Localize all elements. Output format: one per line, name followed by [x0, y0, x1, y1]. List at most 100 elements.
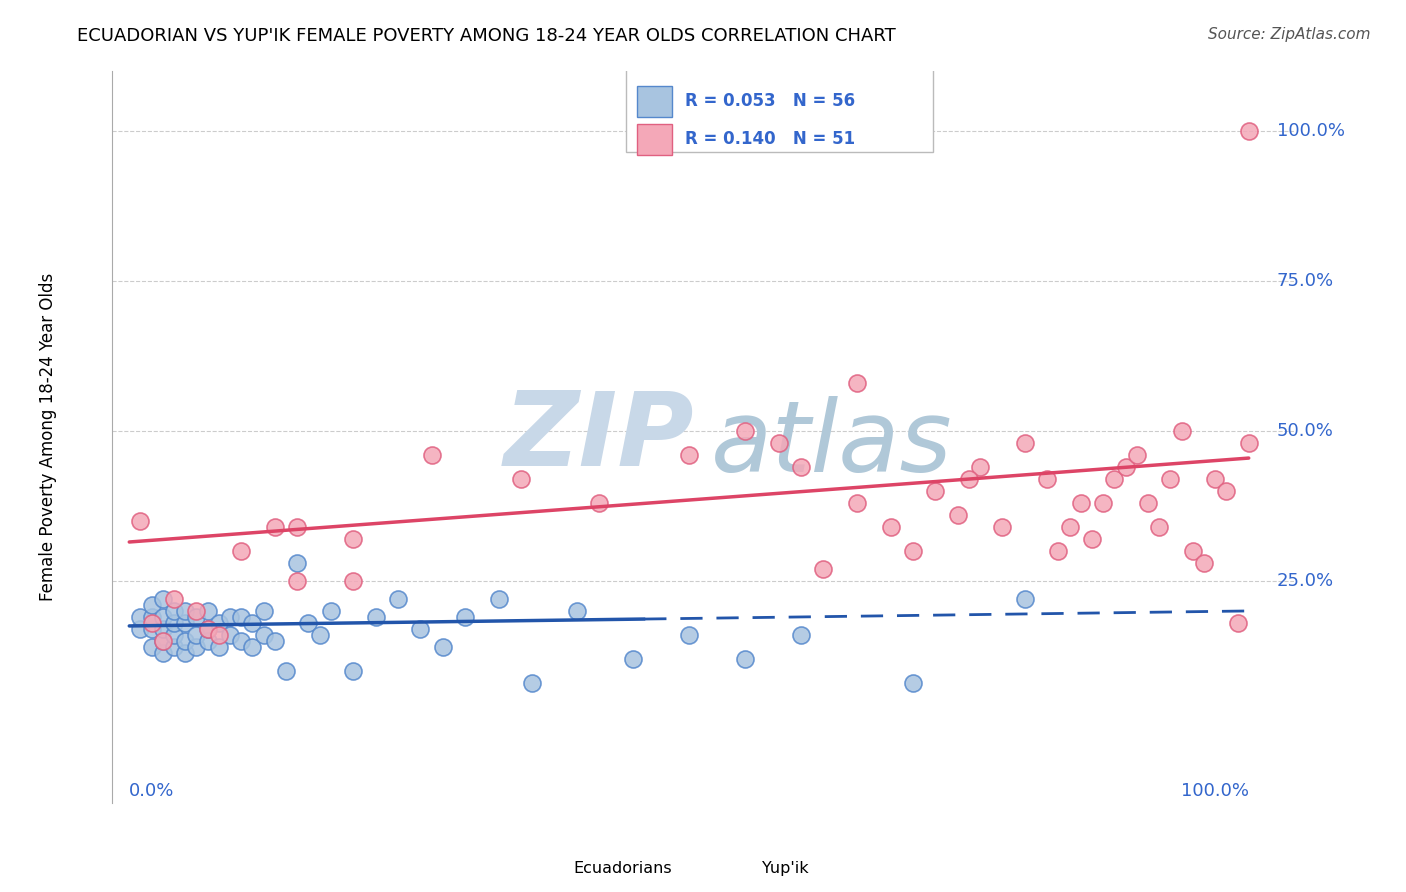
Point	[141, 640, 163, 654]
Text: ZIP: ZIP	[505, 386, 695, 488]
Point	[219, 628, 242, 642]
Point	[1092, 496, 1115, 510]
Point	[1159, 472, 1181, 486]
Point	[174, 646, 197, 660]
Point	[901, 544, 924, 558]
Point	[231, 634, 253, 648]
Point	[152, 610, 174, 624]
Point	[263, 634, 285, 648]
Point	[1181, 544, 1204, 558]
Point	[364, 610, 387, 624]
Point	[1070, 496, 1092, 510]
Point	[409, 622, 432, 636]
Point	[387, 591, 409, 606]
Point	[790, 628, 813, 642]
Point	[1104, 472, 1126, 486]
Point	[152, 634, 174, 648]
Point	[141, 610, 163, 624]
Point	[901, 676, 924, 690]
Point	[1126, 448, 1149, 462]
Point	[186, 640, 208, 654]
Point	[432, 640, 454, 654]
Point	[1147, 520, 1170, 534]
Point	[1036, 472, 1059, 486]
Point	[308, 628, 330, 642]
Point	[734, 652, 756, 666]
Point	[420, 448, 443, 462]
Point	[1192, 556, 1215, 570]
Point	[297, 615, 319, 630]
Point	[1059, 520, 1081, 534]
Point	[734, 424, 756, 438]
Point	[1215, 483, 1237, 498]
Point	[969, 460, 991, 475]
Point	[231, 544, 253, 558]
Point	[285, 520, 308, 534]
Point	[197, 622, 219, 636]
Point	[208, 615, 231, 630]
Point	[991, 520, 1014, 534]
Point	[174, 615, 197, 630]
Point	[252, 628, 274, 642]
Point	[1047, 544, 1070, 558]
FancyBboxPatch shape	[626, 68, 934, 152]
Point	[957, 472, 980, 486]
Point	[510, 472, 533, 486]
FancyBboxPatch shape	[637, 124, 672, 154]
Text: R = 0.140   N = 51: R = 0.140 N = 51	[685, 130, 855, 148]
Text: Source: ZipAtlas.com: Source: ZipAtlas.com	[1208, 27, 1371, 42]
Point	[285, 574, 308, 588]
Point	[1136, 496, 1159, 510]
Point	[1237, 124, 1260, 138]
Point	[141, 615, 163, 630]
Text: R = 0.053   N = 56: R = 0.053 N = 56	[685, 93, 855, 111]
Point	[129, 610, 152, 624]
Point	[174, 604, 197, 618]
Point	[319, 604, 342, 618]
Point	[186, 604, 208, 618]
Point	[845, 376, 868, 391]
Point	[274, 664, 297, 678]
Point	[588, 496, 610, 510]
Point	[152, 634, 174, 648]
Point	[565, 604, 588, 618]
Point	[342, 532, 364, 546]
Point	[263, 520, 285, 534]
Text: 0.0%: 0.0%	[129, 781, 174, 800]
Point	[488, 591, 510, 606]
Point	[152, 622, 174, 636]
Point	[454, 610, 477, 624]
Point	[924, 483, 946, 498]
Point	[813, 562, 835, 576]
Point	[141, 598, 163, 612]
Point	[197, 604, 219, 618]
Point	[129, 622, 152, 636]
Text: Female Poverty Among 18-24 Year Olds: Female Poverty Among 18-24 Year Olds	[38, 273, 56, 601]
Point	[208, 640, 231, 654]
FancyBboxPatch shape	[637, 86, 672, 117]
Point	[768, 436, 790, 450]
Point	[152, 591, 174, 606]
Point	[879, 520, 901, 534]
Point	[845, 496, 868, 510]
Point	[197, 634, 219, 648]
Point	[1226, 615, 1249, 630]
FancyBboxPatch shape	[537, 854, 565, 882]
Point	[1237, 436, 1260, 450]
Point	[1115, 460, 1137, 475]
Text: Ecuadorians: Ecuadorians	[574, 861, 672, 876]
Point	[163, 604, 186, 618]
Text: 75.0%: 75.0%	[1277, 272, 1334, 290]
Point	[163, 628, 186, 642]
Point	[242, 615, 264, 630]
Text: 25.0%: 25.0%	[1277, 572, 1334, 590]
Point	[342, 574, 364, 588]
Point	[522, 676, 544, 690]
Point	[129, 514, 152, 528]
Text: Yup'ik: Yup'ik	[762, 861, 808, 876]
Point	[242, 640, 264, 654]
Point	[1081, 532, 1104, 546]
Point	[621, 652, 644, 666]
Point	[285, 556, 308, 570]
Point	[946, 508, 969, 522]
